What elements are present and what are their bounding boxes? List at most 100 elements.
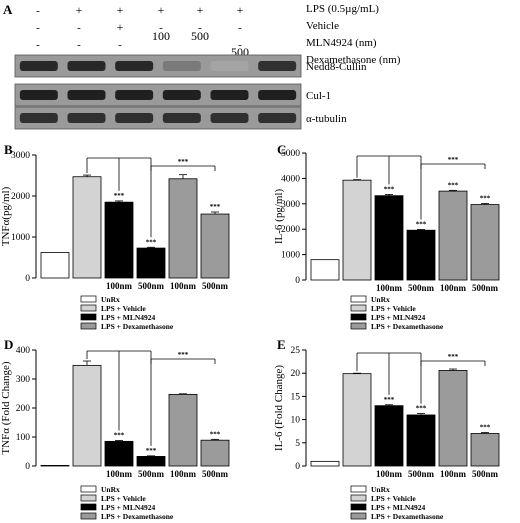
bar	[310, 259, 340, 281]
blot-band	[210, 113, 249, 123]
legend-swatch	[350, 494, 367, 502]
y-tick-label: 1000	[11, 233, 30, 243]
blot-band	[19, 90, 58, 100]
x-tick-label: 500nm	[408, 283, 435, 293]
bar	[136, 456, 166, 467]
bar	[40, 465, 70, 467]
legend-swatch	[350, 295, 367, 303]
condition-value: -	[36, 5, 40, 17]
blot-band	[115, 90, 154, 100]
bar	[104, 201, 134, 279]
legend-label: LPS + Dexamethasone	[371, 512, 444, 521]
y-axis-label: TNFα(pg/ml)	[0, 186, 12, 246]
legend-label: LPS + MLN4924	[101, 313, 156, 322]
legend-label: LPS + Vehicle	[101, 304, 146, 313]
blot-strip	[14, 83, 302, 107]
panel-letter: B	[4, 142, 13, 157]
legend-swatch	[80, 485, 97, 493]
y-tick-label: 25	[291, 346, 301, 356]
y-tick-label: 0	[295, 276, 300, 286]
y-axis-label: TNFα (Fold Change)	[0, 361, 12, 454]
legend-label: LPS + Dexamethasone	[101, 322, 174, 331]
legend-swatch	[80, 322, 97, 330]
significance-mark: ***	[114, 192, 125, 200]
y-tick-label: 4000	[281, 174, 300, 184]
y-tick-label: 2000	[281, 225, 300, 235]
significance-mark: ***	[178, 351, 189, 359]
blot-band	[115, 61, 154, 71]
y-tick-label: 5000	[281, 149, 300, 159]
condition-value: -	[77, 22, 81, 34]
y-tick-label: 20	[291, 369, 301, 379]
condition-value: +	[117, 20, 124, 34]
legend-swatch	[80, 512, 97, 520]
bar	[72, 364, 102, 467]
legend-swatch	[350, 503, 367, 511]
x-tick-label: 100nm	[106, 281, 133, 291]
blot-band	[210, 90, 249, 100]
bar	[470, 433, 500, 467]
panel-letter: A	[3, 2, 13, 17]
bar	[406, 229, 436, 281]
condition-value: -	[36, 22, 40, 34]
legend-label: LPS + Vehicle	[101, 494, 146, 503]
legend-swatch	[80, 494, 97, 502]
bar	[342, 179, 372, 281]
y-tick-label: 0	[25, 274, 30, 284]
x-tick-label: 100nm	[170, 281, 197, 291]
condition-value: +	[117, 3, 124, 17]
legend-swatch	[350, 304, 367, 312]
panel-d-chart: D 0 100 200 300 400 TNFα (Fold Change) *** 100nm…	[0, 337, 230, 521]
blot-band	[258, 90, 297, 100]
y-tick-label: 3000	[281, 200, 300, 210]
y-axis-label: IL-6 (Fold Change)	[273, 365, 285, 451]
legend-swatch	[350, 322, 367, 330]
bar	[200, 439, 230, 467]
y-tick-label: 1000	[281, 251, 300, 261]
y-tick-label: 3000	[11, 151, 30, 161]
blot-band	[162, 61, 201, 71]
y-tick-label: 200	[16, 404, 31, 414]
condition-value: +	[158, 3, 165, 17]
condition-label: LPS (0.5µg/mL)	[306, 3, 379, 15]
bar	[136, 247, 166, 279]
legend-swatch	[350, 313, 367, 321]
legend-swatch	[350, 512, 367, 520]
condition-value: 100	[152, 29, 170, 43]
y-tick-label: 100	[16, 433, 31, 443]
blot-band	[19, 113, 58, 123]
x-tick-label: 500nm	[472, 469, 499, 479]
bar	[200, 213, 230, 279]
significance-mark: ***	[384, 396, 395, 404]
y-tick-label: 300	[16, 375, 31, 385]
significance-mark: ***	[416, 405, 427, 413]
blot-strip	[14, 106, 302, 130]
blot-band	[19, 61, 58, 71]
panel-c-chart: C 0 1000 2000 3000 4000 5000 IL-6 (pg/ml) *** 100…	[273, 142, 500, 331]
panel-a-western-blot: A - + + + + + LPS (0.5µg/mL)- - + - - - Vehicle- - -100…	[3, 2, 401, 130]
condition-value: -	[198, 22, 202, 34]
bar	[168, 393, 198, 467]
legend-label: LPS + Dexamethasone	[101, 512, 174, 521]
condition-label: MLN4924 (nm)	[306, 37, 377, 49]
panel-letter: C	[277, 142, 286, 157]
blot-band	[67, 61, 106, 71]
y-axis-label: IL-6 (pg/ml)	[273, 189, 285, 245]
condition-label: Vehicle	[306, 20, 339, 32]
condition-value: +	[76, 3, 83, 17]
legend-label: LPS + Vehicle	[371, 494, 416, 503]
panel-e-chart: E 0 5 10 15 20 25 IL-6 (Fold Change) *** 100nm ***…	[273, 337, 500, 521]
blot-band	[162, 113, 201, 123]
legend-label: UnRx	[101, 295, 120, 304]
condition-value: -	[159, 22, 163, 34]
bar	[438, 370, 468, 467]
x-tick-label: 100nm	[106, 469, 133, 479]
significance-mark: ***	[146, 238, 157, 246]
significance-mark: ***	[448, 156, 459, 164]
x-tick-label: 500nm	[202, 469, 229, 479]
legend-swatch	[80, 295, 97, 303]
significance-mark: ***	[146, 447, 157, 455]
panel-letter: D	[4, 337, 13, 352]
bar	[374, 195, 404, 281]
condition-value: 500	[191, 29, 209, 43]
